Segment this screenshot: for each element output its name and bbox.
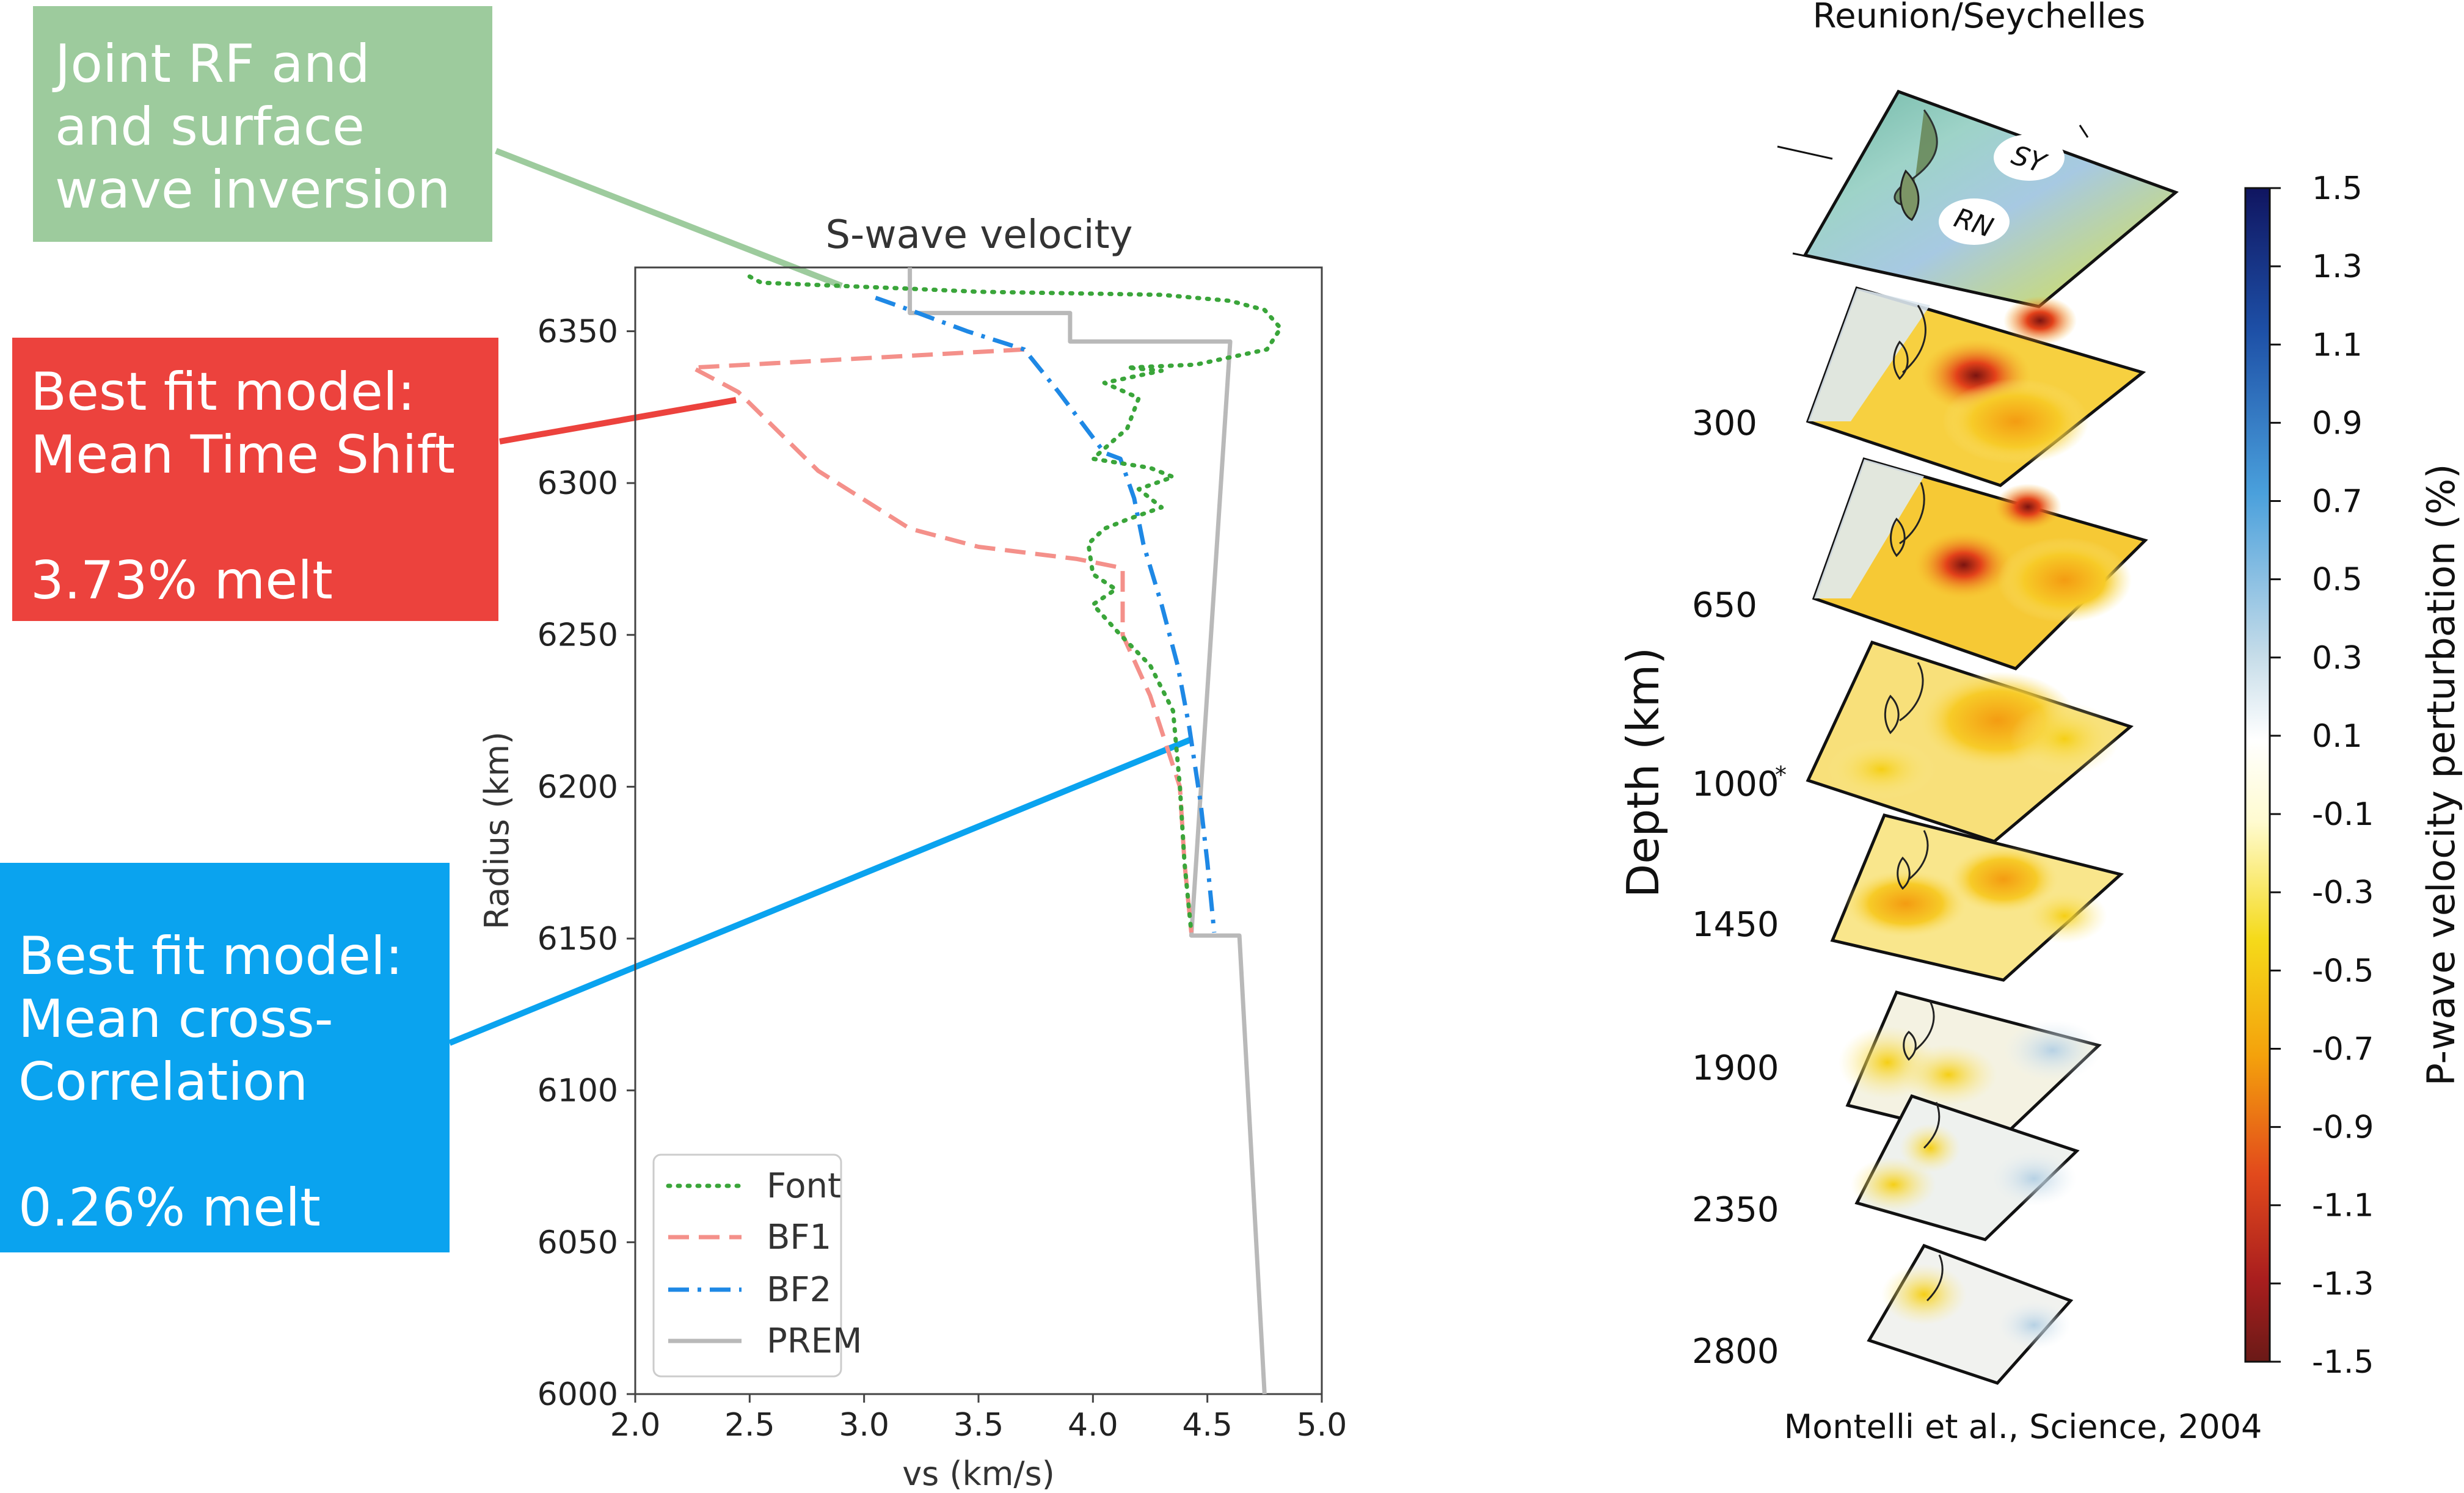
callout-line: wave inversion (55, 159, 451, 220)
callout-line: Best fit model: (31, 361, 415, 423)
callout-line: Mean Time Shift (31, 424, 455, 485)
series-line-prem (908, 267, 1267, 1395)
colorbar-tick-label: -1.3 (2312, 1266, 2374, 1302)
x-tick-label: 2.0 (610, 1407, 661, 1444)
colorbar-ticks: 1.5 1.3 1.1 0.9 0.7 0.5 0.3 0.1 -0.1 -0.3 -0.5 -0.7… (2270, 170, 2374, 1381)
x-axis: 2.0 2.5 3.0 3.5 4.0 4.5 5.0 (610, 1394, 1347, 1444)
colorbar-tick-label: 0.7 (2312, 484, 2363, 520)
source-citation: Montelli et al., Science, 2004 (1784, 1408, 2262, 1446)
callout-line: Joint RF and (55, 34, 370, 95)
y-axis: 6000 6050 6100 6150 6200 6250 6300 6350 (538, 313, 635, 1413)
marker-rn (1939, 198, 2010, 245)
x-tick-label: 3.0 (839, 1407, 889, 1444)
series-line-bf1 (690, 347, 1194, 933)
callout-line: and surface (55, 96, 365, 158)
y-tick-label: 6050 (538, 1224, 618, 1261)
callout-joint-inversion: Joint RF and and surface wave inversion (33, 6, 492, 242)
map-slice-1000 (1806, 640, 2134, 843)
tomography-slices: SY RN (1777, 89, 2179, 1385)
depth-label-1900: 1900 (1692, 1048, 1779, 1088)
depth-label-2800: 2800 (1692, 1332, 1779, 1371)
connector-blue (448, 736, 1192, 1046)
colorbar-tick-label: -0.5 (2312, 953, 2374, 989)
y-tick-label: 6250 (538, 617, 618, 654)
callout-line: Correlation (18, 1052, 308, 1113)
legend-label-font: Font (767, 1166, 841, 1206)
map-surface (1802, 89, 2179, 308)
colorbar-tick-label: 0.1 (2312, 718, 2363, 755)
map-slice-300 (1806, 286, 2146, 487)
colorbar-tick-label: 0.5 (2312, 562, 2363, 598)
y-tick-label: 6000 (538, 1376, 618, 1413)
x-tick-label: 4.0 (1068, 1407, 1118, 1444)
callout-line: Best fit model: (18, 926, 403, 987)
colorbar-tick-label: 1.3 (2312, 249, 2363, 285)
chart-title: S-wave velocity (826, 213, 1133, 258)
legend-frame (652, 1153, 842, 1378)
x-tick-label: 4.5 (1182, 1407, 1233, 1444)
depth-label-1450: 1450 (1692, 905, 1779, 945)
series-line-font (747, 274, 1283, 935)
callout-line: Mean cross- (18, 989, 334, 1050)
depth-axis-label: Depth (km) (1617, 647, 1669, 898)
connector-green (495, 148, 843, 289)
colorbar (2244, 187, 2271, 1363)
x-tick-label: 5.0 (1297, 1407, 1347, 1444)
y-axis-label: Radius (km) (478, 732, 516, 929)
map-slice-1450 (1830, 813, 2124, 982)
series-line-bf2 (875, 296, 1217, 933)
colorbar-tick-label: 0.3 (2312, 640, 2363, 677)
map-slice-650 (1812, 457, 2148, 670)
tomography-title: Reunion/Seychelles (1813, 0, 2146, 36)
colorbar-tick-label: 1.5 (2312, 170, 2363, 207)
callout-line: 3.73% melt (31, 550, 333, 611)
y-tick-label: 6300 (538, 465, 618, 502)
depth-label-650: 650 (1692, 586, 1757, 625)
colorbar-label: P-wave velocity perturbation (%) (2419, 464, 2463, 1086)
map-slice-surface: SY RN (1777, 89, 2179, 308)
depth-label-300: 300 (1692, 404, 1757, 443)
connector-red (499, 397, 737, 445)
island-outline (1899, 169, 1920, 221)
y-tick-label: 6200 (538, 769, 618, 805)
legend-label-bf1: BF1 (767, 1218, 831, 1257)
colorbar-tick-label: -0.9 (2312, 1110, 2374, 1146)
y-tick-label: 6350 (538, 313, 618, 350)
colorbar-tick-label: -1.1 (2312, 1188, 2374, 1224)
legend-label-bf2: BF2 (767, 1270, 831, 1310)
colorbar-tick-label: -0.3 (2312, 874, 2374, 911)
marker-sy (1994, 134, 2065, 181)
callout-line: 0.26% melt (18, 1177, 321, 1238)
colorbar-tick-label: -0.7 (2312, 1031, 2374, 1067)
depth-label-2350: 2350 (1692, 1190, 1779, 1230)
depth-footnote-mark: * (1775, 761, 1787, 788)
x-tick-label: 3.5 (953, 1407, 1004, 1444)
depth-label-1000: 1000 (1692, 765, 1779, 804)
colorbar-tick-label: -1.5 (2312, 1344, 2374, 1381)
colorbar-tick-label: 0.9 (2312, 405, 2363, 441)
map-slice-2350 (1851, 1094, 2080, 1241)
colorbar-tick-label: 1.1 (2312, 327, 2363, 363)
callout-cross-correlation: Best fit model: Mean cross- Correlation … (0, 863, 450, 1252)
series-layer (690, 267, 1283, 1395)
y-tick-label: 6100 (538, 1073, 618, 1110)
legend: Font BF1 BF2 PREM (652, 1153, 862, 1378)
x-axis-label: vs (km/s) (902, 1455, 1055, 1493)
legend-label-prem: PREM (767, 1321, 862, 1361)
y-tick-label: 6150 (538, 921, 618, 957)
x-tick-label: 2.5 (724, 1407, 775, 1444)
callout-time-shift: Best fit model: Mean Time Shift 3.73% me… (12, 338, 498, 621)
map-slice-2800 (1867, 1243, 2074, 1385)
colorbar-tick-label: -0.1 (2312, 796, 2374, 833)
